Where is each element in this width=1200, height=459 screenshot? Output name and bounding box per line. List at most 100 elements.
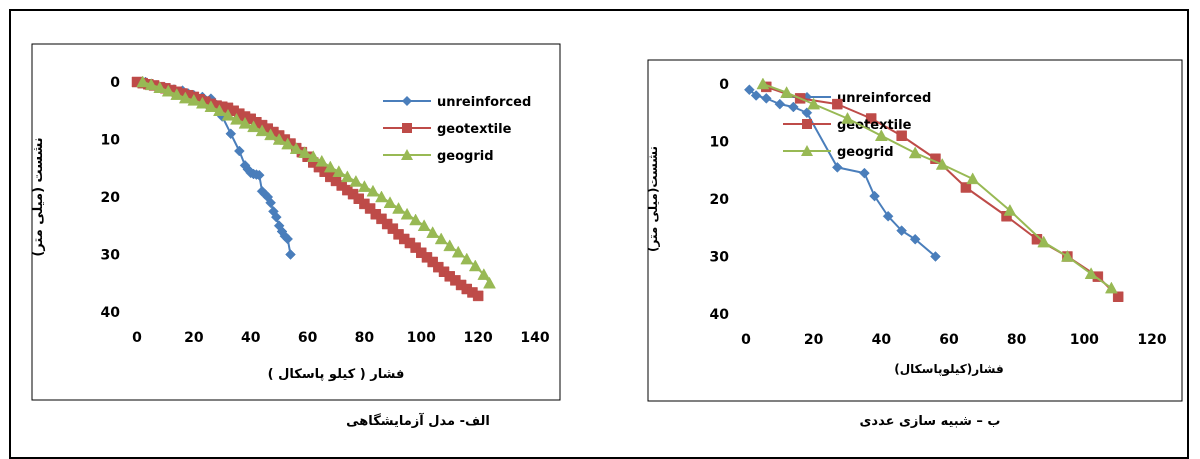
chart-2-series-geotextile-point [1112, 291, 1124, 302]
chart-1-series-geogrid-point [306, 150, 320, 162]
chart-1-series-geogrid-point [136, 75, 150, 88]
chart-1-series-geogrid-point [477, 268, 491, 280]
chart-1-series-geogrid-point [272, 132, 286, 145]
chart-1-x-tick-label: 60 [298, 330, 318, 346]
caption-right: ب – شبیه سازی عددی [859, 414, 1001, 429]
chart-1-series-geotextile-point [472, 290, 484, 302]
chart-2-series-geogrid-point [874, 129, 888, 141]
chart-2-series-geogrid-point [1104, 281, 1118, 294]
chart-2-series-unreinforced-point [896, 225, 907, 236]
chart-2-y-tick-label: 0 [719, 77, 729, 93]
chart-1-series-geogrid-point [451, 245, 465, 258]
chart-2-series-unreinforced-point [788, 101, 799, 113]
chart-2-series-geogrid-point [841, 111, 854, 124]
chart-2-series-geogrid-point [1060, 249, 1074, 262]
chart-1-series-geogrid-point [340, 170, 354, 183]
chart-1-x-tick-label: 40 [241, 330, 261, 346]
chart-1-series-geogrid-point [349, 174, 363, 187]
chart-2-series-geogrid-point [1003, 203, 1017, 216]
chart-2-series-unreinforced-point [774, 98, 786, 110]
chart-2-x-tick-label: 80 [1007, 332, 1027, 348]
chart-1-legend-geotextile-label: geotextile [437, 122, 512, 137]
chart-1-series-geogrid-point [332, 165, 346, 177]
chart-1-series-geogrid-point [230, 112, 243, 125]
chart-2-series-geogrid-point [756, 77, 770, 90]
chart-1-series-geogrid-point [281, 137, 295, 150]
chart-1-series-geogrid-point [289, 142, 303, 154]
chart-1-legend-unreinforced-label: unreinforced [437, 95, 531, 110]
chart-2-series-unreinforced-point [831, 162, 843, 173]
chart-1-series-geogrid-point [323, 160, 337, 173]
chart-1-series-geogrid-point [366, 184, 380, 197]
chart-1-series-unreinforced-point [233, 145, 245, 157]
chart-1-x-tick-label: 0 [132, 330, 142, 346]
chart-1-y-tick-label: 20 [101, 190, 121, 206]
chart-1-series-unreinforced-point [225, 128, 237, 140]
chart-2-x-tick-label: 120 [1137, 332, 1166, 348]
chart-1-series-geogrid-point [392, 201, 405, 214]
chart-1-series-geogrid-point [483, 276, 496, 289]
chart-1-series-geogrid-point [187, 93, 201, 106]
chart-2-y-tick-label: 40 [710, 307, 730, 323]
chart-1-series-geogrid-point [417, 219, 431, 231]
chart-1-series-geogrid-point [443, 239, 457, 252]
chart-2-y-axis-label: نشست(میلی متر) [646, 146, 660, 252]
chart-1-x-axis-label: فشار ( کیلو پاسکال ) [268, 367, 405, 382]
chart-1-series-geogrid-point [298, 146, 312, 158]
chart-1-series-unreinforced-point [282, 233, 294, 245]
chart-1-series-geogrid-point [383, 196, 397, 208]
chart-1-y-tick-label: 40 [101, 305, 121, 321]
chart-1-series-geogrid-point [375, 190, 388, 203]
chart-2-x-tick-label: 60 [939, 332, 959, 348]
chart-2-series-unreinforced-point [909, 233, 921, 245]
chart-2-x-tick-label: 40 [872, 332, 892, 348]
chart-1-legend-geogrid-marker [401, 149, 413, 160]
chart-2-border [647, 59, 1183, 402]
chart-2-series-unreinforced-point [859, 167, 870, 179]
chart-2-legend-geogrid-marker [801, 145, 813, 156]
chart-2-series-unreinforced-point [882, 210, 894, 222]
chart-1-series-geogrid-point [204, 100, 218, 112]
chart-1-y-tick-label: 30 [101, 248, 121, 264]
chart-1-series-geogrid-point [247, 120, 260, 133]
chart-1-series-geogrid-point [315, 154, 329, 167]
chart-1-legend-unreinforced-marker [402, 96, 412, 106]
chart-2-legend-geogrid-label: geogrid [837, 145, 894, 160]
caption-left: الف- مدل آزمایشگاهی [346, 414, 490, 429]
chart-1-series-geogrid-point [426, 226, 440, 238]
chart-2-series-unreinforced-point [869, 190, 880, 202]
chart-1-x-tick-label: 20 [184, 330, 204, 346]
chart-2-series-geogrid-point [908, 146, 922, 159]
chart-1-series-geogrid-point [434, 232, 448, 245]
chart-2-series-geogrid-point [966, 172, 980, 185]
chart-1-series-geogrid-point [213, 104, 226, 116]
chart-1-border [31, 43, 561, 401]
chart-1-x-tick-label: 120 [464, 330, 493, 346]
chart-1-series-geogrid-point [238, 116, 252, 129]
chart-2-y-tick-label: 10 [710, 135, 730, 151]
chart-1-series-unreinforced-point [253, 169, 265, 181]
chart-2-series-unreinforced-point [760, 93, 772, 104]
chart-1-series-unreinforced-point [285, 249, 296, 260]
chart-2-series-unreinforced-point [801, 107, 813, 119]
chart-2-x-tick-label: 0 [741, 332, 751, 348]
chart-1-series-geogrid-point [178, 91, 192, 104]
chart-1-series-geogrid-point [468, 259, 482, 272]
chart-1-series-geogrid-point [195, 96, 209, 109]
chart-1-series-geogrid-point [144, 78, 158, 91]
chart-1-x-tick-label: 80 [355, 330, 375, 346]
chart-1-series-geogrid-point [358, 180, 371, 192]
chart-2-series-unreinforced-point [930, 251, 941, 262]
chart-2-series-geogrid-point [1084, 267, 1098, 279]
chart-1-series-geogrid-point [460, 252, 474, 265]
chart-1-legend-geogrid-label: geogrid [437, 149, 494, 164]
chart-2-series-geogrid-point [935, 157, 949, 170]
chart-2-series-geogrid-point [807, 97, 821, 110]
chart-1-x-tick-label: 140 [520, 330, 549, 346]
chart-1-legend-geotextile-marker [402, 123, 412, 133]
chart-2-legend-geotextile-marker [802, 119, 812, 129]
chart-1-series-geogrid-point [264, 128, 278, 141]
chart-1-series-geogrid-point [170, 88, 184, 100]
chart-1-series-geogrid-point [255, 124, 269, 137]
